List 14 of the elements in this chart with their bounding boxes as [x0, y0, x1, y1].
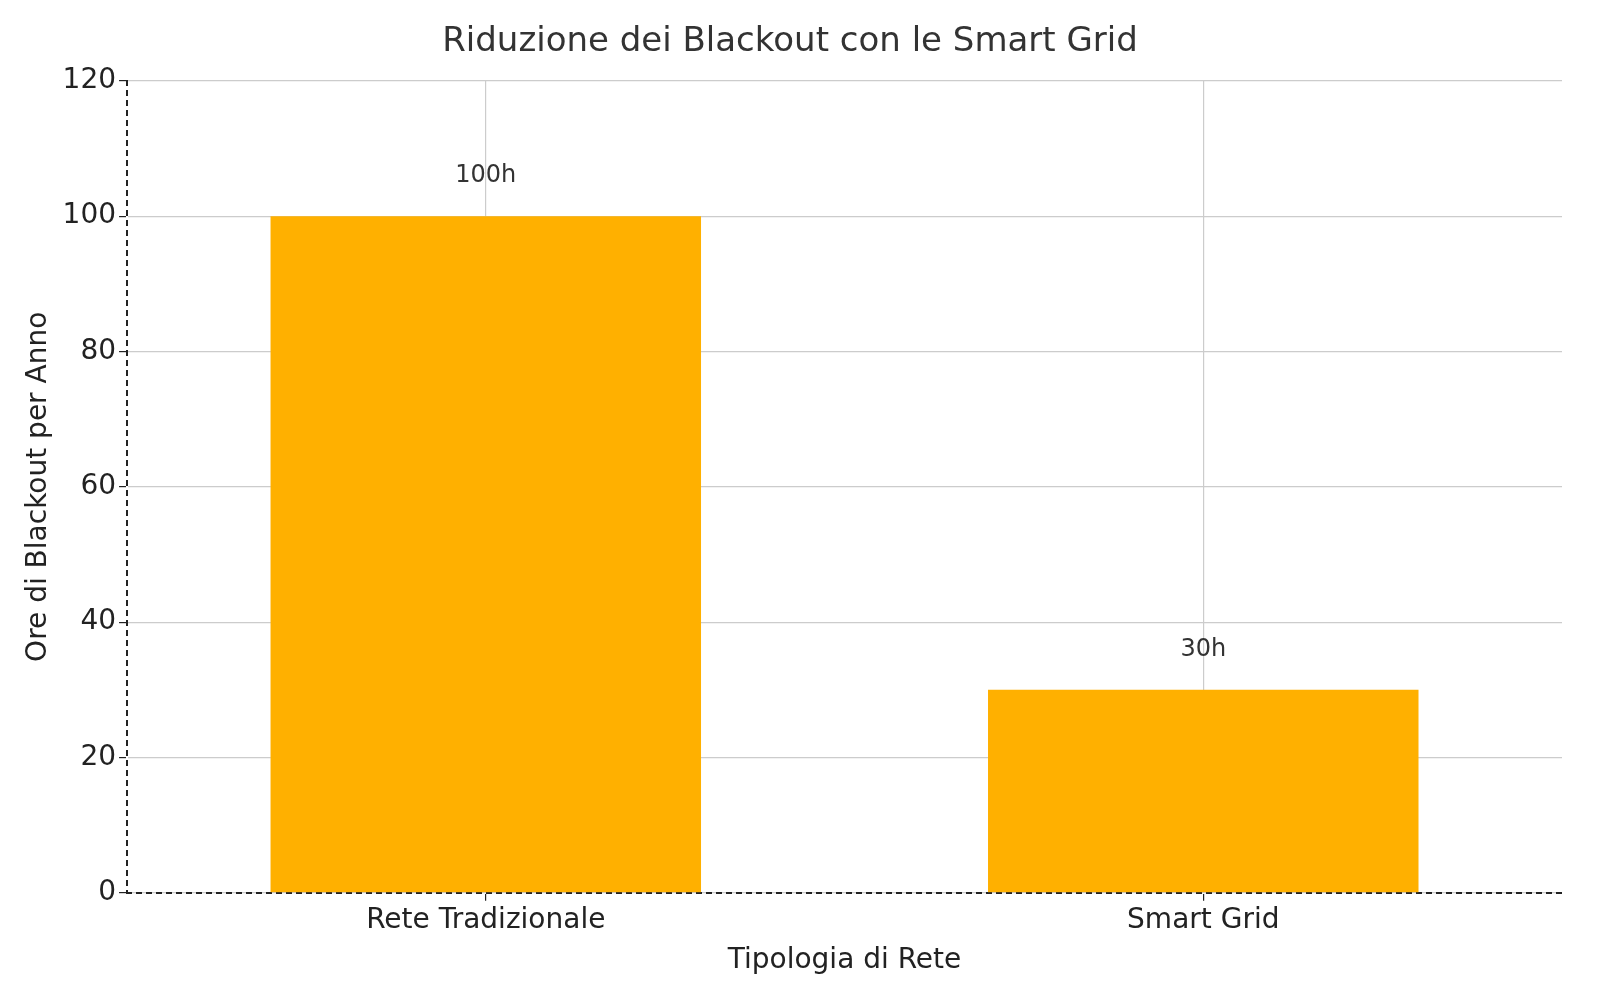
y-tick-label: 40 — [80, 603, 117, 637]
y-tick-label: 120 — [62, 62, 117, 96]
chart-title: Riduzione dei Blackout con le Smart Grid — [442, 19, 1138, 60]
y-axis-title: Ore di Blackout per Anno — [20, 311, 54, 662]
x-axis-title: Tipologia di Rete — [726, 942, 962, 976]
y-tick-label: 0 — [98, 874, 117, 908]
data-label: 30h — [1180, 634, 1227, 663]
x-tick-label: Smart Grid — [1127, 901, 1280, 935]
y-tick-label: 100 — [62, 197, 117, 231]
y-tick-label: 20 — [80, 738, 117, 772]
y-tick-label: 80 — [80, 332, 117, 366]
data-label: 100h — [455, 160, 517, 189]
x-tick-label: Rete Tradizionale — [366, 901, 606, 935]
y-tick-label: 60 — [80, 468, 117, 502]
